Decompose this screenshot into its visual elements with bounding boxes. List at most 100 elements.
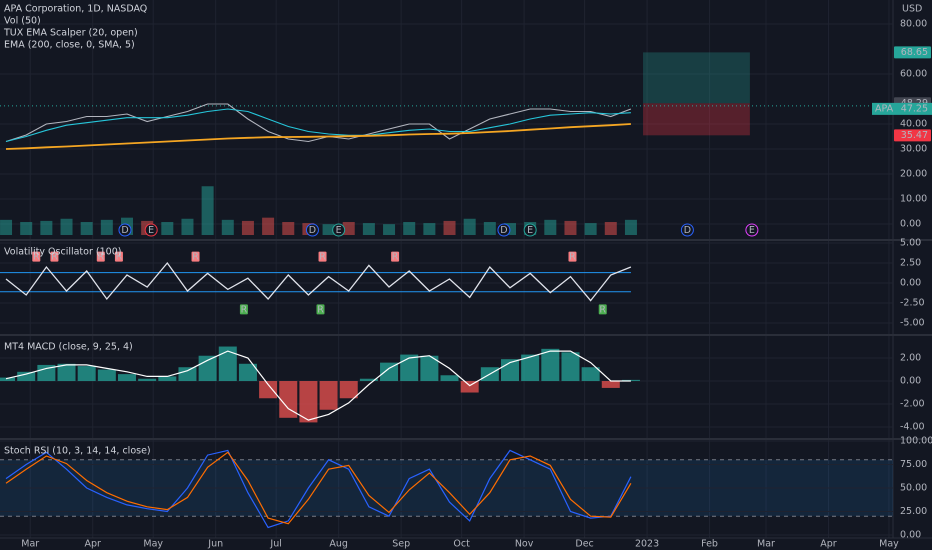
volume-bar <box>423 223 436 235</box>
indicator-title: TUX EMA Scalper (20, open) <box>3 28 138 39</box>
histogram-bar <box>138 378 157 382</box>
signal-box <box>114 251 123 262</box>
volume-bar <box>181 218 194 235</box>
histogram-bar <box>460 381 479 393</box>
signal-box <box>598 304 607 315</box>
histogram-bar <box>178 367 197 382</box>
volume-bar <box>544 219 557 235</box>
signal-line <box>5 350 631 421</box>
signal-box <box>96 251 105 262</box>
event-marker <box>305 223 319 237</box>
signal-label: R <box>33 252 40 263</box>
volume-bar <box>362 223 375 235</box>
signal-label: R <box>97 252 104 263</box>
y-tick-label: 75.00 <box>900 459 927 470</box>
volume-bar <box>463 218 476 235</box>
event-label: E <box>336 225 342 236</box>
histogram-bar <box>521 354 540 382</box>
histogram-bar <box>279 381 298 418</box>
histogram-bar <box>420 355 439 382</box>
histogram-bar <box>259 381 278 399</box>
y-tick-label: 60.00 <box>900 69 927 80</box>
event-marker <box>680 223 694 237</box>
x-tick-label: Jul <box>269 539 281 550</box>
histogram-bar <box>198 355 217 382</box>
event-marker <box>497 223 511 237</box>
x-tick-label: Apr <box>85 539 102 550</box>
volume-bar <box>20 222 33 235</box>
signal-label: R <box>392 252 399 263</box>
price-tag <box>894 46 931 59</box>
y-tick-label: -5.00 <box>900 318 925 329</box>
volume-bar <box>342 222 355 235</box>
stoch-line <box>5 449 632 529</box>
price-tag-label: 47.25 <box>901 103 928 114</box>
volume-bar <box>322 224 335 235</box>
histogram-bar <box>601 381 620 388</box>
x-tick-label: Sep <box>392 539 410 550</box>
x-tick-label: May <box>143 539 163 550</box>
y-tick-label: 50.00 <box>900 483 927 494</box>
volume-bar <box>483 222 496 235</box>
signal-label: R <box>599 304 606 315</box>
volume-bar <box>584 223 597 235</box>
event-label: D <box>309 225 316 236</box>
indicator-title: Vol (50) <box>4 16 41 27</box>
histogram-bar <box>359 378 378 382</box>
indicator-title: MT4 MACD (close, 9, 25, 4) <box>4 342 133 353</box>
histogram-bar <box>238 363 257 382</box>
histogram-bar <box>400 354 419 382</box>
signal-label: R <box>51 252 58 263</box>
symbol-label: APA <box>875 103 894 114</box>
x-tick-label: Dec <box>575 539 593 550</box>
price-tag <box>872 102 932 115</box>
event-marker <box>523 223 537 237</box>
volume-bar <box>60 218 73 235</box>
y-tick-label: -2.50 <box>900 298 925 309</box>
y-tick-label: -4.00 <box>900 422 925 433</box>
y-tick-label: 5.00 <box>900 238 921 249</box>
histogram-bar <box>17 371 36 382</box>
price-line <box>5 108 631 143</box>
y-tick-label: 2.00 <box>900 353 921 364</box>
volume-bar <box>624 219 637 235</box>
volume-bar <box>221 219 234 235</box>
histogram-bar <box>621 379 640 382</box>
stop-zone <box>643 103 750 136</box>
indicator-title: EMA (200, close, 0, SMA, 5) <box>4 40 135 51</box>
volume-bar <box>282 222 295 235</box>
x-tick-label: May <box>879 539 899 550</box>
volume-bar <box>0 219 13 235</box>
y-tick-label: 10.00 <box>900 194 927 205</box>
signal-label: R <box>319 252 326 263</box>
event-marker <box>745 223 759 237</box>
x-tick-label: Mar <box>757 539 775 550</box>
signal-box <box>32 251 41 262</box>
signal-label: R <box>192 252 199 263</box>
x-tick-label: Mar <box>21 539 39 550</box>
y-tick-label: 0.00 <box>900 278 921 289</box>
x-tick-label: Feb <box>701 539 718 550</box>
y-tick-label: 25.00 <box>900 506 927 517</box>
volume-bar <box>262 217 275 235</box>
signal-box <box>568 251 577 262</box>
signal-box <box>318 251 327 262</box>
currency-label: USD <box>902 4 922 15</box>
volume-bar <box>241 220 254 235</box>
price-tag <box>894 129 931 142</box>
x-tick-label: Apr <box>820 539 837 550</box>
x-tick-label: Jun <box>207 539 223 550</box>
histogram-bar <box>0 377 16 382</box>
histogram-bar <box>158 376 177 382</box>
y-tick-label: 0.00 <box>900 376 921 387</box>
target-zone <box>643 52 750 104</box>
indicator-title: Volatility Oscillator (100) <box>4 247 121 258</box>
histogram-bar <box>561 352 580 382</box>
y-tick-label: 0.00 <box>900 219 921 230</box>
signal-box <box>316 304 325 315</box>
volume-bar <box>161 222 174 235</box>
event-marker <box>144 223 158 237</box>
y-tick-label: 100.00 <box>900 436 932 447</box>
event-label: D <box>500 225 507 236</box>
